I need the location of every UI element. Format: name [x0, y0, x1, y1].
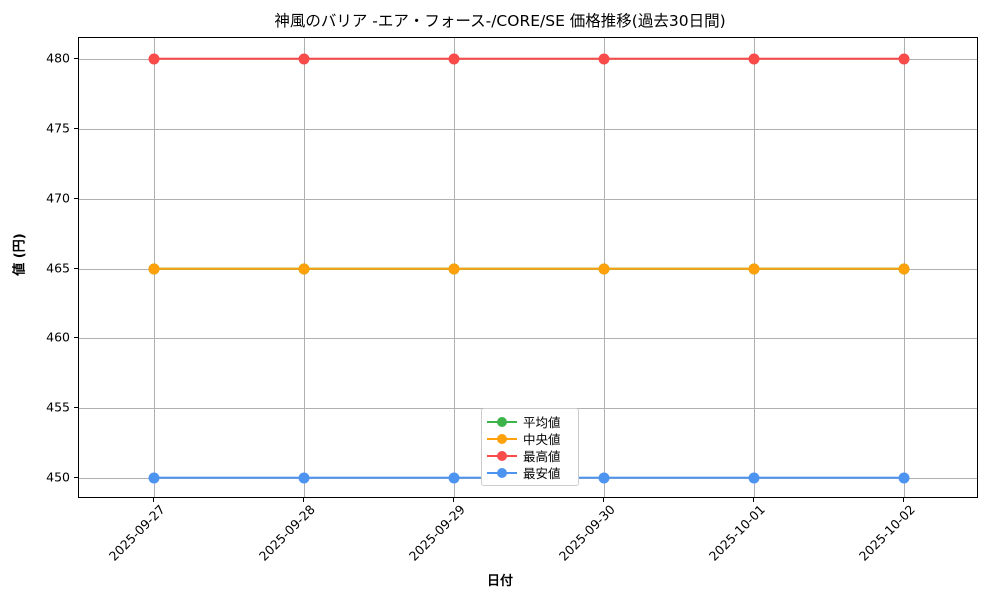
- legend-item-1[interactable]: 平均値: [487, 413, 573, 430]
- data-point-marker: [148, 263, 160, 274]
- data-point-marker: [898, 472, 910, 484]
- data-point-marker: [298, 263, 310, 274]
- x-tick-mark: [153, 498, 154, 502]
- data-point-marker: [148, 53, 160, 65]
- x-axis-label: 日付: [486, 574, 513, 589]
- y-tick-mark: [74, 337, 78, 339]
- y-tick-label: 465: [46, 260, 70, 275]
- data-point-marker: [448, 263, 460, 274]
- legend-swatch-icon: [487, 450, 517, 462]
- y-tick-mark: [74, 267, 78, 269]
- series-line-segment: [154, 476, 304, 479]
- series-line-segment: [604, 267, 754, 270]
- data-point-marker: [898, 53, 910, 65]
- legend-swatch-icon: [487, 433, 517, 445]
- chart-legend: 平均値中央値最高値最安値: [481, 408, 579, 486]
- legend-swatch-icon: [487, 416, 517, 428]
- data-point-marker: [598, 472, 610, 484]
- legend-label: 平均値: [523, 415, 561, 430]
- series-line-segment: [154, 267, 304, 270]
- series-line-segment: [304, 57, 454, 60]
- x-tick-mark: [303, 498, 304, 502]
- x-tick-mark: [753, 498, 754, 502]
- legend-label: 中央値: [523, 432, 561, 447]
- data-point-marker: [598, 263, 610, 274]
- series-line-segment: [754, 476, 904, 479]
- gridline-horizontal: [79, 338, 977, 340]
- series-line-segment: [454, 267, 604, 270]
- series-line-segment: [154, 57, 304, 60]
- chart-title: 神風のバリア -エア・フォース-/CORE/SE 価格推移(過去30日間): [274, 12, 726, 30]
- legend-label: 最安値: [523, 466, 561, 481]
- series-2: [79, 38, 977, 497]
- data-point-marker: [748, 472, 760, 484]
- y-tick-mark: [74, 407, 78, 409]
- gridline-horizontal: [79, 128, 977, 130]
- series-line-segment: [304, 476, 454, 479]
- series-line-segment: [754, 57, 904, 60]
- data-point-marker: [748, 263, 760, 274]
- data-point-marker: [748, 53, 760, 65]
- series-line-segment: [304, 267, 454, 270]
- y-tick-mark: [74, 477, 78, 479]
- data-point-marker: [898, 263, 910, 274]
- legend-swatch-icon: [487, 467, 517, 479]
- gridline-horizontal: [79, 198, 977, 200]
- legend-label: 最高値: [523, 449, 561, 464]
- series-line-segment: [604, 476, 754, 479]
- series-line-segment: [454, 57, 604, 60]
- x-tick-mark: [453, 498, 454, 502]
- data-point-marker: [448, 53, 460, 65]
- y-tick-label: 460: [46, 329, 70, 345]
- y-tick-label: 450: [46, 469, 70, 485]
- data-point-marker: [148, 472, 160, 484]
- y-tick-mark: [74, 197, 78, 199]
- data-point-marker: [298, 53, 310, 65]
- series-line-segment: [754, 267, 904, 270]
- data-point-marker: [298, 472, 310, 484]
- x-tick-mark: [603, 498, 604, 502]
- legend-item-3[interactable]: 最高値: [487, 447, 573, 464]
- y-tick-label: 470: [46, 190, 70, 206]
- y-tick-mark: [74, 127, 78, 129]
- y-tick-label: 455: [46, 399, 70, 415]
- x-tick-mark: [903, 498, 904, 502]
- y-tick-mark: [74, 57, 78, 59]
- legend-item-4[interactable]: 最安値: [487, 464, 573, 481]
- y-axis-label: 値 (円): [12, 233, 28, 276]
- data-point-marker: [598, 53, 610, 65]
- series-line-segment: [604, 57, 754, 60]
- series-3: [79, 38, 977, 497]
- y-tick-label: 480: [46, 50, 70, 66]
- legend-item-2[interactable]: 中央値: [487, 430, 573, 447]
- y-tick-label: 475: [46, 120, 70, 136]
- data-point-marker: [448, 472, 460, 484]
